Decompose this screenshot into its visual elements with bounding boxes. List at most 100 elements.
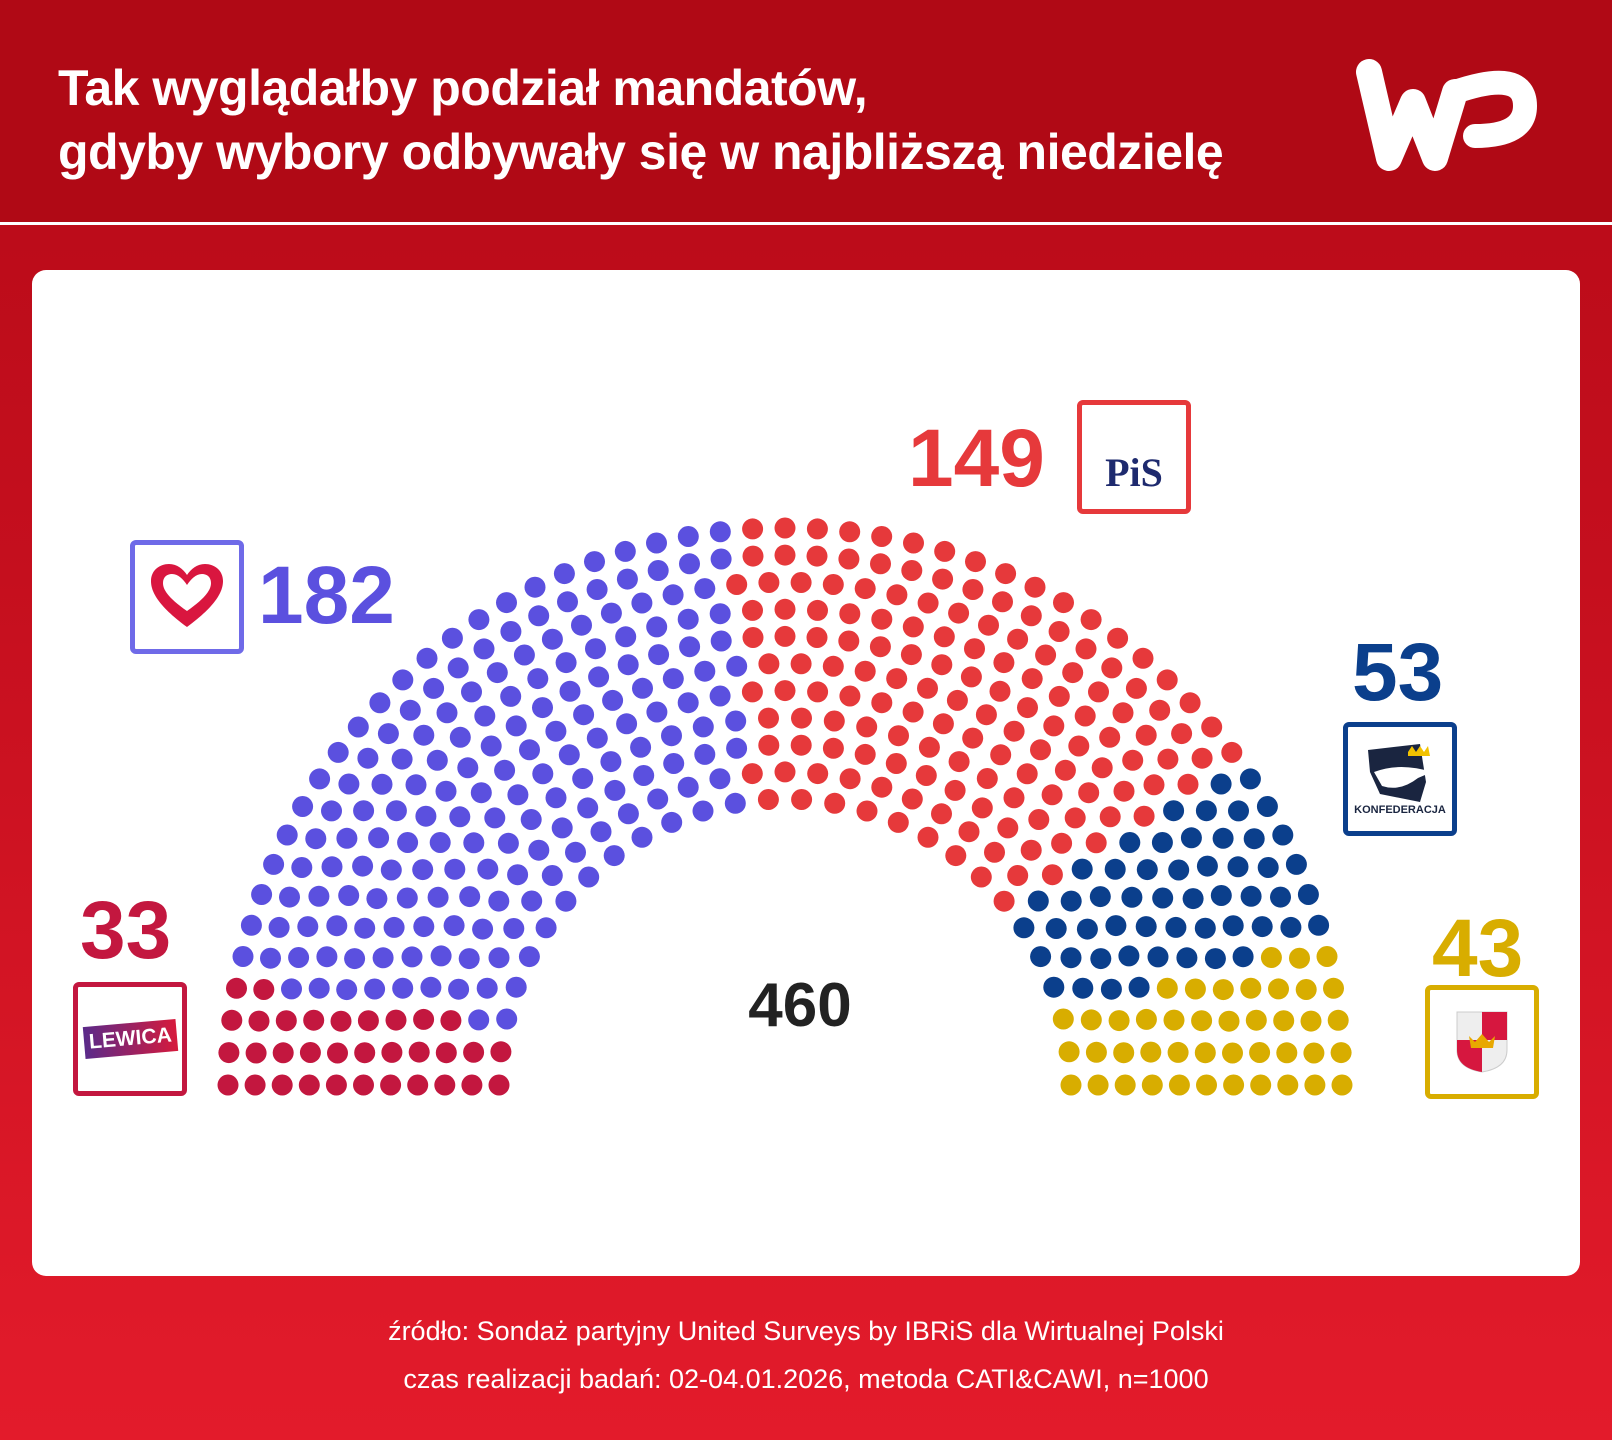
seat-ko bbox=[429, 832, 451, 853]
seat-korona bbox=[1163, 1009, 1185, 1031]
seat-ko bbox=[427, 886, 449, 908]
seat-ko bbox=[392, 669, 414, 691]
seat-pis bbox=[1041, 784, 1063, 806]
konfederacja-logo-text: KONFEDERACJA bbox=[1354, 804, 1446, 816]
seat-pis bbox=[1132, 647, 1154, 669]
seat-konfederacja bbox=[1151, 832, 1173, 853]
seat-korona bbox=[1168, 1074, 1190, 1096]
seat-ko bbox=[646, 532, 667, 554]
seat-konfederacja bbox=[1228, 800, 1249, 822]
seat-ko bbox=[662, 668, 684, 690]
seat-ko bbox=[412, 859, 434, 881]
seat-pis bbox=[901, 788, 923, 810]
seat-ko bbox=[557, 591, 578, 613]
seat-ko bbox=[632, 677, 653, 699]
seat-ko bbox=[327, 741, 349, 763]
seat-pis bbox=[1021, 668, 1043, 690]
seat-ko bbox=[364, 978, 386, 1000]
seat-konfederacja bbox=[1071, 858, 1093, 880]
seat-korona bbox=[1052, 1008, 1074, 1030]
seat-pis bbox=[856, 716, 878, 738]
seat-konfederacja bbox=[1210, 885, 1232, 906]
seat-pis bbox=[958, 821, 980, 843]
seat-ko bbox=[415, 805, 437, 827]
seat-pis bbox=[1125, 677, 1147, 699]
seat-korona bbox=[1331, 1074, 1353, 1096]
seat-pis bbox=[824, 792, 846, 814]
seat-ko bbox=[468, 609, 490, 631]
seat-ko bbox=[401, 946, 423, 968]
seat-ko bbox=[352, 855, 374, 877]
seat-ko bbox=[366, 888, 388, 910]
seat-pis bbox=[838, 630, 860, 652]
seat-pis bbox=[758, 707, 779, 729]
seat-ko bbox=[377, 723, 399, 745]
seat-pis bbox=[887, 811, 909, 833]
seat-korona bbox=[1240, 977, 1262, 999]
seat-ko bbox=[513, 644, 535, 666]
seat-konfederacja bbox=[1135, 916, 1157, 938]
seat-ko bbox=[380, 859, 402, 881]
seat-korona bbox=[1167, 1041, 1189, 1063]
seat-ko bbox=[281, 978, 302, 1000]
seat-pis bbox=[903, 532, 924, 554]
seat-pis bbox=[1053, 592, 1074, 614]
seat-lewica bbox=[463, 1041, 485, 1063]
seat-pis bbox=[758, 653, 780, 675]
seat-konfederacja bbox=[1089, 886, 1111, 908]
seat-lewica bbox=[413, 1008, 435, 1030]
seat-ko bbox=[555, 890, 577, 912]
seat-ko bbox=[488, 890, 510, 912]
seat-pis bbox=[944, 779, 966, 801]
seat-pis bbox=[1016, 763, 1038, 785]
seat-ko bbox=[648, 644, 670, 666]
seat-pis bbox=[965, 551, 986, 573]
seat-ko bbox=[336, 827, 358, 849]
seat-pis bbox=[1054, 759, 1076, 781]
seat-pis bbox=[1091, 757, 1113, 779]
seat-pis bbox=[945, 845, 967, 867]
seat-ko bbox=[488, 947, 510, 969]
seat-ko bbox=[486, 662, 508, 684]
seat-konfederacja bbox=[1256, 796, 1278, 817]
seat-pis bbox=[975, 704, 997, 726]
seat-lewica bbox=[325, 1074, 347, 1096]
seat-korona bbox=[1135, 1008, 1157, 1030]
seat-ko bbox=[251, 884, 273, 905]
seat-pis bbox=[1143, 774, 1165, 796]
seat-lewica bbox=[440, 1010, 462, 1032]
seat-ko bbox=[631, 826, 653, 848]
seat-ko bbox=[520, 809, 542, 830]
seat-ko bbox=[326, 915, 348, 937]
seat-pis bbox=[886, 668, 908, 690]
seat-korona bbox=[1249, 1042, 1271, 1063]
seat-korona bbox=[1058, 1041, 1080, 1063]
footer-source: źródło: Sondaż partyjny United Surveys b… bbox=[388, 1316, 1224, 1346]
seat-pis bbox=[995, 563, 1017, 585]
seat-korona bbox=[1114, 1074, 1136, 1096]
seat-pis bbox=[931, 654, 953, 676]
seat-ko bbox=[600, 751, 622, 773]
seat-ko bbox=[458, 948, 480, 970]
seat-ko bbox=[292, 796, 314, 817]
seat-ko bbox=[518, 946, 540, 968]
seat-konfederacja bbox=[1257, 857, 1279, 878]
pis-logo: PiS bbox=[1077, 400, 1191, 514]
seat-korona bbox=[1060, 1074, 1082, 1096]
seat-ko bbox=[420, 976, 442, 998]
seat-lewica bbox=[248, 1010, 270, 1032]
seat-pis bbox=[869, 636, 891, 658]
seat-konfederacja bbox=[1285, 853, 1307, 875]
seat-pis bbox=[839, 521, 861, 543]
seat-pis bbox=[1221, 741, 1243, 763]
seat-pis bbox=[871, 776, 893, 798]
seat-ko bbox=[316, 946, 338, 968]
seat-pis bbox=[742, 599, 763, 621]
seat-ko bbox=[371, 773, 393, 795]
seat-pis bbox=[823, 710, 845, 732]
seat-ko bbox=[397, 832, 419, 853]
seat-ko bbox=[413, 724, 435, 746]
seat-lewica bbox=[407, 1074, 429, 1096]
seat-pis bbox=[915, 765, 937, 786]
seat-pis bbox=[917, 592, 939, 614]
